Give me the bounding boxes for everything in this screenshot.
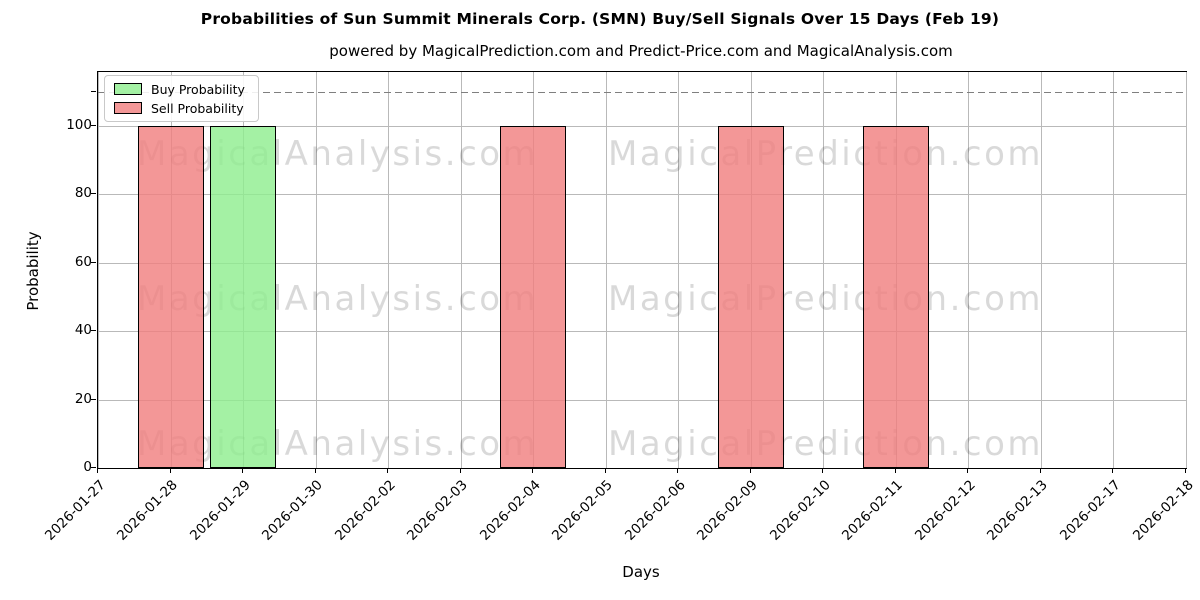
chart-title: Probabilities of Sun Summit Minerals Cor…	[200, 10, 1000, 28]
x-tick-label-text: 2026-02-09	[694, 477, 762, 544]
gridline-horizontal	[98, 194, 1186, 196]
x-tick-mark	[1039, 468, 1041, 473]
y-tick-mark	[91, 125, 96, 126]
x-tick-mark	[387, 468, 389, 473]
x-tick-mark	[532, 468, 534, 473]
gridline-vertical	[1040, 72, 1042, 468]
chart-subtitle: powered by MagicalPrediction.com and Pre…	[329, 42, 953, 60]
x-tick-mark	[894, 468, 896, 473]
x-tick-mark	[97, 468, 98, 473]
x-tick-label-text: 2026-02-11	[839, 477, 907, 544]
x-tick-mark	[604, 468, 606, 473]
x-tick-mark	[314, 468, 316, 473]
plot-area: MagicalAnalysis.com MagicalPrediction.com…	[97, 71, 1187, 469]
y-tick-mark	[91, 90, 96, 92]
gridline-vertical	[460, 72, 462, 468]
legend-item-buy: Buy Probability	[114, 82, 258, 97]
y-tick-mark	[91, 330, 96, 332]
y-tick-label: 20	[74, 390, 92, 407]
x-tick-mark	[749, 468, 751, 473]
y-tick-label: 40	[74, 322, 92, 339]
gridline-vertical	[388, 72, 390, 468]
legend-item-sell: Sell Probability	[114, 101, 258, 116]
bar-buy-2026-01-29	[210, 126, 277, 468]
x-tick-label-text: 2026-02-13	[984, 477, 1052, 544]
legend-swatch-sell-icon	[114, 102, 142, 114]
gridline-vertical	[678, 72, 680, 468]
x-tick-label-text: 2026-02-03	[404, 477, 471, 544]
x-tick-label-text: 2026-02-02	[331, 477, 399, 544]
gridline-horizontal	[98, 331, 1186, 333]
x-tick-mark	[459, 468, 461, 473]
gridline-vertical	[1186, 72, 1187, 468]
y-tick-label: 0	[83, 459, 92, 475]
x-tick-label-text: 2026-02-05	[549, 477, 617, 544]
gridline-horizontal	[98, 399, 1186, 401]
x-tick-mark	[169, 468, 171, 473]
x-tick-mark	[967, 468, 969, 473]
y-tick-mark	[91, 261, 96, 263]
y-tick-label: 60	[74, 253, 92, 270]
bar-sell-2026-01-28	[137, 126, 204, 468]
x-tick-mark	[822, 468, 824, 473]
watermark-text: MagicalPrediction.com	[608, 279, 1043, 319]
legend: Buy Probability Sell Probability	[104, 75, 259, 122]
y-tick-label: 100	[66, 117, 92, 133]
gridline-vertical	[98, 72, 99, 468]
x-tick-label-text: 2026-02-18	[1129, 477, 1197, 544]
gridline-vertical	[315, 72, 317, 468]
x-tick-mark	[1185, 468, 1186, 473]
x-tick-mark	[242, 468, 244, 473]
threshold-dashed-line	[98, 91, 1186, 94]
x-tick-label-text: 2026-02-04	[476, 477, 544, 544]
watermark-text: MagicalPrediction.com	[608, 134, 1043, 174]
bar-sell-2026-02-11	[862, 126, 929, 468]
x-tick-label-text: 2026-01-27	[41, 477, 109, 544]
x-tick-label-text: 2026-01-28	[114, 477, 181, 544]
bar-sell-2026-02-09	[717, 126, 784, 468]
watermark-text: MagicalPrediction.com	[608, 424, 1043, 464]
gridline-vertical	[968, 72, 970, 468]
gridline-horizontal	[98, 126, 1186, 127]
x-tick-mark	[677, 468, 679, 473]
gridline-vertical	[1113, 72, 1115, 468]
gridline-vertical	[605, 72, 607, 468]
gridline-vertical	[823, 72, 825, 468]
legend-label-buy: Buy Probability	[151, 81, 245, 97]
x-tick-label-text: 2026-02-06	[621, 477, 689, 544]
y-tick-label: 80	[74, 185, 92, 202]
legend-label-sell: Sell Probability	[151, 100, 244, 116]
gridline-horizontal	[98, 262, 1186, 264]
x-tick-label-text: 2026-02-12	[911, 477, 979, 544]
x-tick-label-text: 2026-01-29	[186, 477, 254, 544]
y-tick-mark	[91, 467, 96, 468]
legend-swatch-buy-icon	[114, 83, 142, 95]
y-axis-label-text: Probability	[24, 231, 42, 311]
y-tick-mark	[91, 398, 96, 400]
x-tick-label-text: 2026-02-17	[1056, 477, 1124, 544]
x-tick-label-text: 2026-02-10	[766, 477, 834, 544]
x-tick-label-text: 2026-01-30	[259, 477, 326, 544]
x-axis-label: Days	[622, 563, 660, 581]
bar-sell-2026-02-04	[500, 126, 567, 468]
x-tick-mark	[1112, 468, 1114, 473]
y-tick-mark	[91, 193, 96, 195]
